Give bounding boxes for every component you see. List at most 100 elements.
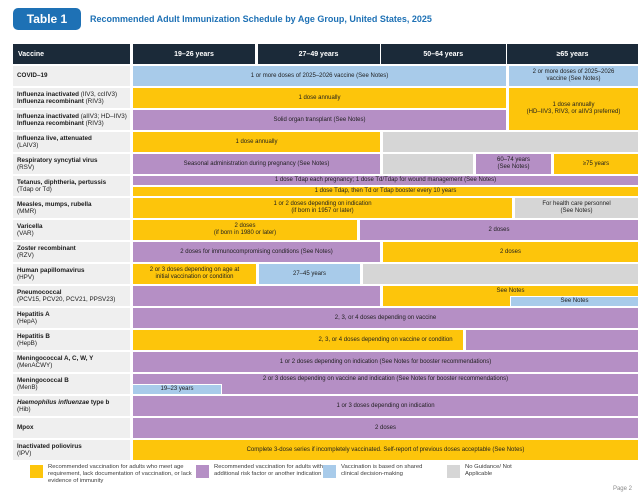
vaccine-label: Pneumococcal (PCV15, PCV20, PCV21, PPSV23…	[13, 286, 130, 306]
schedule-bars: 1 or 2 doses depending on indication (if …	[133, 198, 638, 218]
schedule-cell-yellow: 1 or 2 doses depending on indication (if …	[133, 198, 512, 218]
vaccine-label: Varicella (VAR)	[13, 220, 130, 240]
vaccine-label-text: Tetanus, diphtheria, pertussis	[17, 178, 107, 186]
gray-swatch-icon	[447, 465, 460, 478]
legend-text: Recommended vaccination for adults with …	[214, 464, 332, 477]
legend-text: Vaccination is based on shared clinical …	[341, 464, 423, 477]
vaccine-label-text: Pneumococcal	[17, 288, 62, 296]
schedule-cell-gray	[363, 264, 638, 284]
vaccine-label-text: (RSV)	[17, 164, 35, 171]
vaccine-label: Zoster recombinant (RZV)	[13, 242, 130, 262]
schedule-bars: 1 dose annually 1 dose annually (HD–IIV3, …	[133, 88, 638, 130]
vaccine-label-text: (HPV)	[17, 274, 35, 281]
vaccine-label-text: (aIIV3; HD–IIV3)	[80, 112, 127, 120]
legend-item-risk-factor: Recommended vaccination for adults with …	[196, 464, 336, 478]
vaccine-label-text: (Hib)	[17, 406, 31, 413]
vaccine-label-text: (RIV3)	[85, 98, 104, 105]
schedule-cell-blue: 1 or more doses of 2025–2026 vaccine (Se…	[133, 66, 506, 86]
vaccine-label-text: (RZV)	[17, 252, 34, 259]
vaccine-label: Hepatitis B (HepB)	[13, 330, 130, 350]
purple-swatch-icon	[196, 465, 209, 478]
schedule-cell-purple: 1 or 2 doses depending on indication (Se…	[133, 352, 638, 372]
schedule-cell-yellow: Complete 3-dose series if incompletely v…	[133, 440, 638, 460]
schedule-cell-purple: 1 dose Tdap each pregnancy; 1 dose Td/Td…	[133, 176, 638, 185]
table-header-row: Vaccine 19–26 years 27–49 years 50–64 ye…	[13, 44, 638, 64]
header-age-27-49: 27–49 years	[257, 44, 380, 64]
yellow-swatch-icon	[30, 465, 43, 478]
table-row: Human papillomavirus (HPV) 2 or 3 doses de…	[13, 264, 638, 284]
header-age-50-64: 50–64 years	[381, 44, 506, 64]
vaccine-label-text: (Tdap or Td)	[17, 186, 52, 193]
schedule-cell-purple: 2 doses	[133, 418, 638, 438]
schedule-bars: Seasonal administration during pregnancy…	[133, 154, 638, 174]
vaccine-label-text: Influenza recombinant	[17, 120, 86, 127]
schedule-bars: 2 doses (if born in 1980 or later) 2 doses	[133, 220, 638, 240]
table-row: Pneumococcal (PCV15, PCV20, PCV21, PPSV23…	[13, 286, 638, 306]
table-row: Tetanus, diphtheria, pertussis (Tdap or T…	[13, 176, 638, 196]
schedule-bars: 1 or 3 doses depending on indication	[133, 396, 638, 416]
vaccine-label-text: Meningococcal A, C, W, Y	[17, 354, 94, 362]
schedule-cell-blue: See Notes	[510, 296, 638, 306]
schedule-bars: 1 dose Tdap each pregnancy; 1 dose Td/Td…	[133, 176, 638, 196]
vaccine-label: Influenza live, attenuated (LAIV3)	[13, 132, 130, 152]
schedule-cell-gray	[383, 154, 473, 174]
vaccine-label-text: (MenB)	[17, 384, 38, 391]
schedule-cell-yellow: 2 doses (if born in 1980 or later)	[133, 220, 357, 240]
vaccine-label: Meningococcal A, C, W, Y (MenACWY)	[13, 352, 130, 372]
vaccine-label-text: Varicella	[17, 222, 43, 230]
vaccine-label-text: (IIV3, ccIIV3)	[80, 90, 118, 98]
table-row: Respiratory syncytial virus (RSV) Seasonal…	[13, 154, 638, 174]
vaccine-label-text: Human papillomavirus	[17, 266, 85, 274]
legend-item-no-guidance: No Guidance/ Not Applicable	[447, 464, 532, 478]
legend-text: No Guidance/ Not Applicable	[465, 464, 512, 477]
schedule-cell-purple: 2 doses for immunocompromising condition…	[133, 242, 380, 262]
blue-swatch-icon	[323, 465, 336, 478]
schedule-bars: Solid organ transplant (See Notes)	[133, 110, 638, 130]
page-title: Recommended Adult Immunization Schedule …	[90, 14, 432, 24]
table-row: Haemophilus influenzae type b (Hib) 1 or 3…	[13, 396, 638, 416]
vaccine-label: Tetanus, diphtheria, pertussis (Tdap or T…	[13, 176, 130, 196]
vaccine-label-text: Inactivated poliovirus	[17, 442, 82, 450]
schedule-cell-yellow: 2 or 3 doses depending on age at initial …	[133, 264, 256, 284]
schedule-cell-purple: 1 or 3 doses depending on indication	[133, 396, 638, 416]
schedule-bars: 2, 3, or 4 doses depending on vaccine or…	[133, 330, 638, 350]
vaccine-label-text: (HepA)	[17, 318, 37, 325]
vaccine-label: Measles, mumps, rubella (MMR)	[13, 198, 130, 218]
vaccine-label: Meningococcal B (MenB)	[13, 374, 130, 394]
vaccine-label-text: type b	[89, 398, 110, 406]
schedule-bars: 19–23 years 2 or 3 doses depending on vac…	[133, 374, 638, 394]
vaccine-label-text: (RIV3)	[85, 120, 104, 127]
legend-text: Recommended vaccination for adults who m…	[48, 464, 192, 484]
table-body: COVID–19 1 or more doses of 2025–2026 vac…	[13, 66, 638, 462]
vaccine-label-text: (HepB)	[17, 340, 37, 347]
schedule-cell-purple: 2, 3, or 4 doses depending on vaccine	[133, 308, 638, 328]
table-row: Varicella (VAR) 2 doses (if born in 1980 or…	[13, 220, 638, 240]
table-row: Hepatitis B (HepB) 2, 3, or 4 doses depend…	[13, 330, 638, 350]
vaccine-label: Human papillomavirus (HPV)	[13, 264, 130, 284]
vaccine-label-text: Hepatitis A	[17, 310, 50, 318]
table-row: COVID–19 1 or more doses of 2025–2026 vac…	[13, 66, 638, 86]
schedule-cell-yellow	[133, 330, 463, 350]
page-number: Page 2	[612, 486, 632, 492]
header-vaccine: Vaccine	[13, 44, 130, 64]
table-row: Mpox 2 doses	[13, 418, 638, 438]
legend-item-shared-decision: Vaccination is based on shared clinical …	[323, 464, 435, 478]
schedule-cell-purple	[466, 330, 638, 350]
schedule-cell-yellow: 1 dose Tdap, then Td or Tdap booster eve…	[133, 187, 638, 196]
schedule-cell-blue: 19–23 years	[133, 384, 222, 394]
legend-item-recommended-age: Recommended vaccination for adults who m…	[30, 464, 202, 485]
vaccine-label: Hepatitis A (HepA)	[13, 308, 130, 328]
schedule-cell-purple: 60–74 years (See Notes)	[476, 154, 551, 174]
schedule-cell-yellow: 1 dose annually (HD–IIV3, RIV3, or aIIV3 …	[509, 88, 638, 130]
schedule-bars: 1 dose annually	[133, 132, 638, 152]
vaccine-label-text: (IPV)	[17, 450, 32, 457]
schedule-cell-blue: 2 or more doses of 2025–2026 vaccine (See…	[509, 66, 638, 86]
schedule-cell-yellow: 1 dose annually	[133, 88, 506, 108]
vaccine-label: Respiratory syncytial virus (RSV)	[13, 154, 130, 174]
table-row: Meningococcal A, C, W, Y (MenACWY) 1 or 2 …	[13, 352, 638, 372]
schedule-cell-gray: For health care personnel (See Notes)	[515, 198, 638, 218]
schedule-bars: 2 doses	[133, 418, 638, 438]
vaccine-label-text: (PCV15, PCV20, PCV21, PPSV23)	[17, 296, 116, 303]
vaccine-label-text: (MenACWY)	[17, 362, 53, 369]
